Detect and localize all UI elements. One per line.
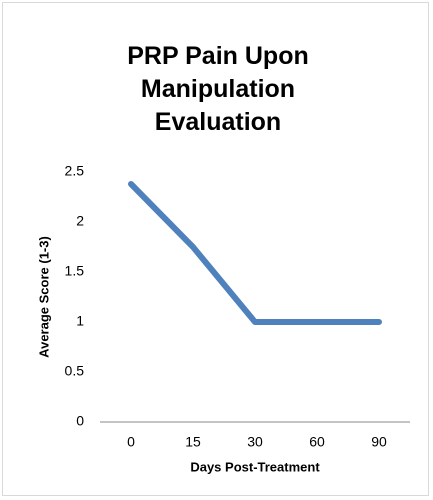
x-tick-label: 60 xyxy=(309,434,325,450)
x-tick-label: 0 xyxy=(127,434,135,450)
y-axis-title: Average Score (1-3) xyxy=(36,236,51,358)
y-tick-label: 2.5 xyxy=(65,163,85,179)
x-tick-label: 30 xyxy=(247,434,263,450)
chart-title: PRP Pain Upon Manipulation Evaluation xyxy=(127,42,309,136)
data-line xyxy=(128,181,382,325)
y-tick-label: 2 xyxy=(76,213,84,229)
y-tick-label: 1 xyxy=(76,313,84,329)
y-tick-label: 1.5 xyxy=(65,263,85,279)
y-tick-label: 0.5 xyxy=(65,363,85,379)
y-tick-label: 0 xyxy=(76,413,84,429)
x-tick-label: 15 xyxy=(185,434,201,450)
x-tick-label: 90 xyxy=(371,434,387,450)
chart-frame xyxy=(2,2,429,496)
x-axis-title: Days Post-Treatment xyxy=(190,459,320,474)
